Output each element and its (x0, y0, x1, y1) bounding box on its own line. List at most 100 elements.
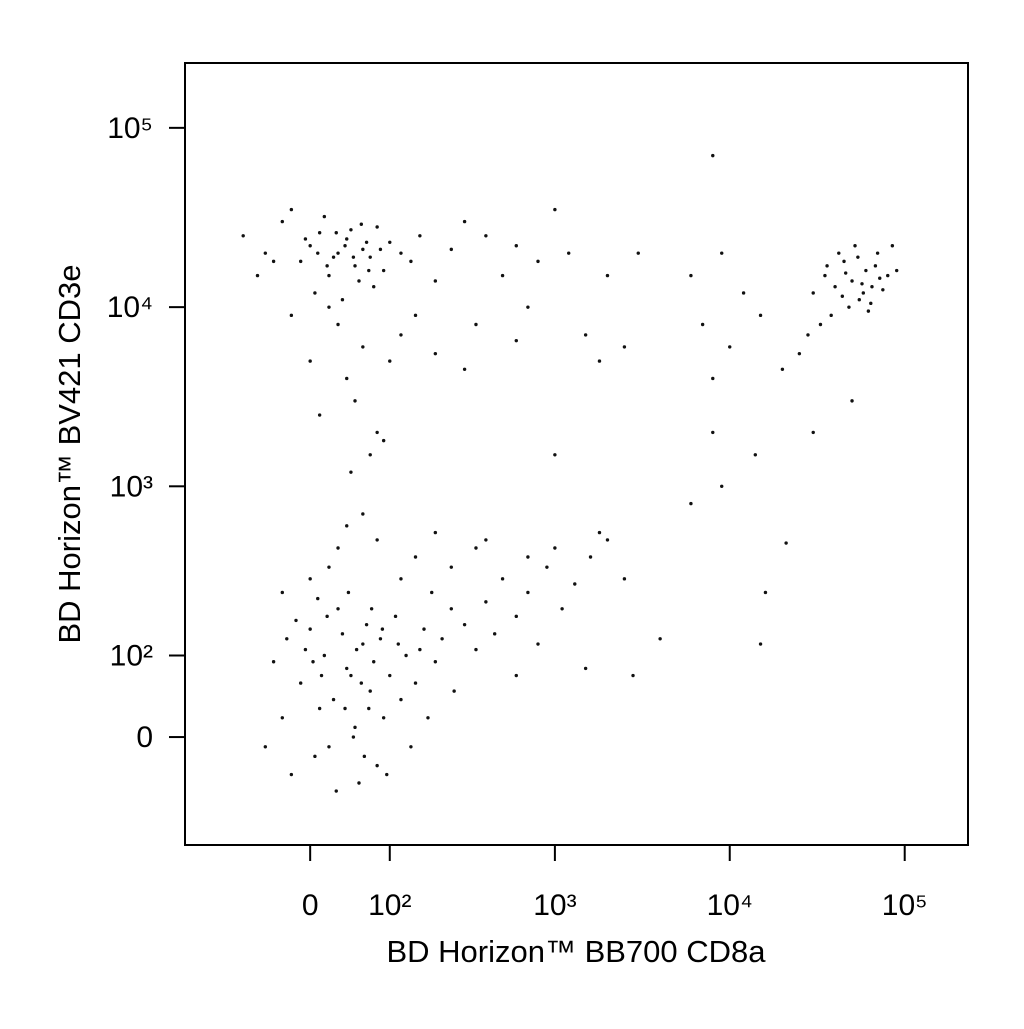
event-dot (354, 647, 359, 652)
event-dot (588, 555, 593, 559)
event-dot (833, 285, 837, 289)
event-dot (361, 345, 365, 349)
event-dot (758, 642, 763, 646)
event-dot (829, 313, 833, 318)
event-dot (560, 607, 564, 611)
event-dot (353, 725, 357, 730)
event-dot (430, 590, 434, 595)
event-dot (271, 660, 276, 664)
event-dot (514, 244, 518, 248)
event-dot (474, 322, 478, 327)
event-dot (316, 596, 320, 601)
event-dot (368, 255, 372, 259)
event-dot (514, 614, 518, 619)
event-dot (409, 259, 413, 264)
event-dot (500, 577, 505, 581)
event-dot (837, 251, 841, 255)
event-dot (622, 345, 627, 349)
event-dot (605, 538, 610, 542)
event-dot (325, 264, 329, 268)
event-dot (462, 367, 467, 372)
event-dot (303, 237, 308, 241)
event-dot (298, 259, 303, 264)
event-dot (526, 590, 530, 595)
event-dot (433, 530, 438, 535)
event-dot (388, 673, 392, 678)
event-dot (418, 234, 422, 238)
event-dot (396, 642, 400, 646)
event-dot (873, 264, 878, 268)
event-dot (484, 234, 488, 238)
event-dot (553, 207, 557, 212)
event-dot (271, 259, 276, 264)
event-dot (357, 781, 361, 785)
event-dot (353, 264, 357, 268)
event-dot (806, 333, 810, 337)
event-dot (241, 234, 245, 238)
event-dot (536, 259, 540, 264)
y-tick-label: 10³ (110, 470, 153, 503)
event-dot (850, 279, 854, 283)
event-dot (878, 276, 882, 280)
event-dot (298, 681, 303, 685)
event-dot (327, 305, 331, 309)
event-dot (780, 367, 785, 372)
event-dot (322, 214, 327, 219)
event-dot (375, 538, 379, 542)
event-dot (418, 647, 422, 652)
event-dot (413, 313, 418, 318)
event-dot (263, 251, 268, 255)
event-dot (378, 247, 383, 252)
event-dot (345, 524, 349, 528)
y-tick-label: 10⁵ (107, 112, 153, 145)
event-dot (285, 637, 289, 641)
event-dot (378, 637, 383, 641)
event-dot (369, 607, 374, 611)
event-dot (631, 673, 635, 678)
event-dot (869, 301, 873, 306)
event-dot (393, 614, 398, 619)
event-dot (711, 153, 715, 158)
event-dot (842, 259, 846, 264)
event-dot (881, 288, 885, 292)
event-dot (340, 298, 345, 302)
event-dot (823, 273, 827, 278)
event-dot (597, 530, 602, 535)
event-dot (875, 251, 880, 255)
y-axis-title: BD Horizon™ BV421 CD3e (52, 264, 87, 643)
event-dot (440, 637, 444, 641)
event-dot (343, 244, 347, 248)
event-dot (334, 789, 338, 793)
event-dot (349, 228, 353, 232)
event-dot (375, 763, 379, 768)
event-dot (313, 291, 317, 295)
event-dot (753, 453, 758, 457)
event-dot (340, 632, 345, 636)
event-dot (364, 622, 369, 627)
event-dot (361, 642, 365, 646)
event-dot (319, 673, 324, 678)
event-dot (720, 484, 724, 489)
event-dot (351, 255, 356, 259)
x-tick-label: 10⁵ (882, 889, 928, 922)
event-dot (361, 512, 365, 516)
event-dot (553, 546, 557, 550)
event-dot (553, 453, 557, 457)
event-dot (364, 240, 369, 244)
event-dot (388, 240, 392, 244)
event-dot (514, 338, 518, 343)
y-tick-label: 0 (136, 721, 153, 754)
event-dot (449, 247, 454, 252)
y-tick-label: 10⁴ (107, 291, 153, 324)
event-dot (353, 399, 357, 403)
event-dot (886, 273, 890, 278)
y-tick-label: 10² (110, 639, 153, 672)
event-dot (474, 546, 478, 550)
event-dot (636, 251, 640, 255)
event-dot (689, 501, 693, 506)
event-dot (597, 359, 602, 363)
event-dot (325, 614, 329, 619)
event-dot (359, 681, 364, 685)
event-dot (345, 666, 349, 671)
event-dot (294, 618, 298, 623)
